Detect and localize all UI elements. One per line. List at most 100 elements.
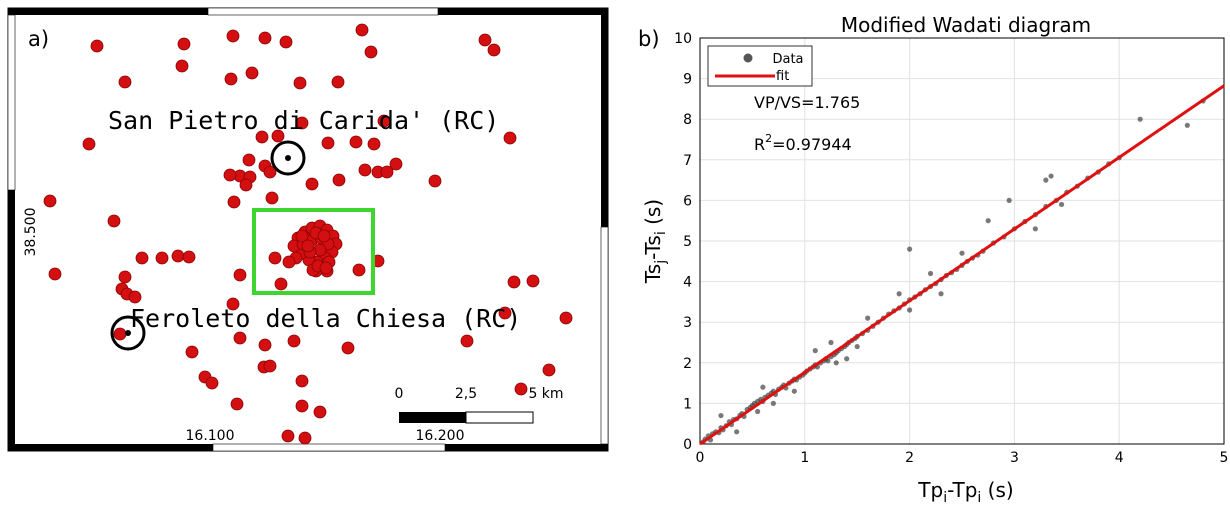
scale-label-0: 0: [395, 386, 404, 402]
event-marker: [317, 229, 331, 243]
station-dot-icon: [125, 330, 131, 336]
wadati-chart: b) Modified Wadati diagram 0 1 2 3 4 5 0 1 2 3 4 5…: [638, 13, 1229, 506]
event-marker: [82, 137, 96, 151]
y-tick-label: 3: [683, 315, 692, 331]
event-marker: [295, 374, 309, 388]
event-marker: [498, 306, 512, 320]
lon-tick-label-1: 16.100: [186, 428, 235, 444]
station-dot-icon: [285, 155, 291, 161]
event-marker: [298, 431, 312, 445]
event-marker: [223, 168, 237, 182]
event-marker: [380, 165, 394, 179]
y-tick-label: 8: [683, 112, 692, 128]
data-point: [896, 291, 902, 297]
data-point: [907, 307, 913, 313]
chart-title: Modified Wadati diagram: [841, 13, 1091, 37]
y-tick-label: 4: [683, 275, 692, 291]
map-panel: a) San Pietro di Carida' (RC) Feroleto d…: [7, 7, 609, 452]
event-marker: [265, 191, 279, 205]
wadati-panel: b) Modified Wadati diagram 0 1 2 3 4 5 0 1 2 3 4 5…: [620, 0, 1230, 506]
panel-label-b: b): [638, 27, 660, 51]
y-tick-label: 6: [683, 193, 692, 209]
event-marker: [377, 114, 391, 128]
data-point: [959, 250, 965, 256]
event-marker: [224, 72, 238, 86]
event-marker: [349, 135, 363, 149]
event-marker: [526, 274, 540, 288]
data-point: [791, 388, 797, 394]
x-axis-ticks: 0 1 2 3 4 5: [696, 450, 1229, 466]
event-marker: [341, 341, 355, 355]
town-label-san-pietro: San Pietro di Carida' (RC): [108, 106, 499, 135]
event-marker: [331, 75, 345, 89]
event-marker: [107, 214, 121, 228]
data-point: [938, 291, 944, 297]
station-san-pietro: [270, 140, 306, 176]
event-marker: [226, 297, 240, 311]
data-point: [1032, 226, 1038, 232]
map-border-ticks: [7, 7, 609, 452]
cluster-box: [252, 208, 375, 295]
scale-label-mid: 2,5: [455, 386, 477, 402]
event-marker: [514, 382, 528, 396]
event-marker: [507, 275, 521, 289]
event-marker: [155, 251, 169, 265]
event-marker: [43, 194, 57, 208]
y-tick-label: 2: [683, 356, 692, 372]
lon-tick-label-2: 16.200: [416, 428, 465, 444]
x-tick-label: 0: [696, 450, 705, 466]
r2-prefix: R: [754, 135, 765, 154]
event-marker: [281, 429, 295, 443]
event-marker: [258, 338, 272, 352]
event-marker: [175, 59, 189, 73]
event-marker: [239, 178, 253, 192]
panel-label-a: a): [28, 27, 49, 51]
scale-bar-black: [399, 412, 466, 423]
x-tick-label: 2: [905, 450, 914, 466]
event-marker: [90, 39, 104, 53]
event-marker: [295, 116, 309, 130]
event-marker: [282, 255, 296, 269]
event-marker: [118, 75, 132, 89]
data-point: [833, 360, 839, 366]
legend: Data fit: [707, 45, 813, 87]
event-marker: [233, 268, 247, 282]
event-marker: [233, 331, 247, 345]
event-marker: [301, 239, 315, 253]
event-marker: [118, 270, 132, 284]
r2-value: =0.97944: [772, 135, 852, 154]
event-marker: [295, 399, 309, 413]
y-axis-ticks: 0 1 2 3 4 5 6 7 8 9 10: [674, 31, 692, 453]
legend-entry-data: Data: [772, 52, 803, 67]
data-point: [760, 384, 766, 390]
y-tick-label: 10: [674, 31, 692, 47]
x-tick-label: 4: [1115, 450, 1124, 466]
data-point: [825, 358, 831, 364]
event-marker: [230, 397, 244, 411]
seismicity-map: a) San Pietro di Carida' (RC) Feroleto d…: [7, 7, 609, 452]
data-point: [1184, 122, 1190, 128]
station-ring-icon: [270, 140, 306, 176]
event-marker: [274, 277, 288, 291]
event-marker: [263, 165, 277, 179]
event-marker: [263, 359, 277, 373]
event-marker: [428, 174, 442, 188]
event-marker: [271, 129, 285, 143]
event-marker: [358, 163, 372, 177]
event-marker: [355, 23, 369, 37]
event-marker: [242, 153, 256, 167]
event-marker: [48, 267, 62, 281]
lat-tick-label: 38.500: [23, 208, 39, 257]
r2-superscript: 2: [765, 132, 772, 145]
y-tick-label: 1: [683, 396, 692, 412]
event-marker: [171, 249, 185, 263]
event-marker: [227, 195, 241, 209]
event-marker: [226, 29, 240, 43]
data-point: [854, 343, 860, 350]
x-tick-label: 3: [1010, 450, 1019, 466]
legend-entry-fit: fit: [776, 69, 789, 84]
legend-data-marker-icon: [743, 53, 753, 63]
legend-box: [707, 45, 813, 87]
event-marker: [487, 43, 501, 57]
event-marker: [503, 131, 517, 145]
